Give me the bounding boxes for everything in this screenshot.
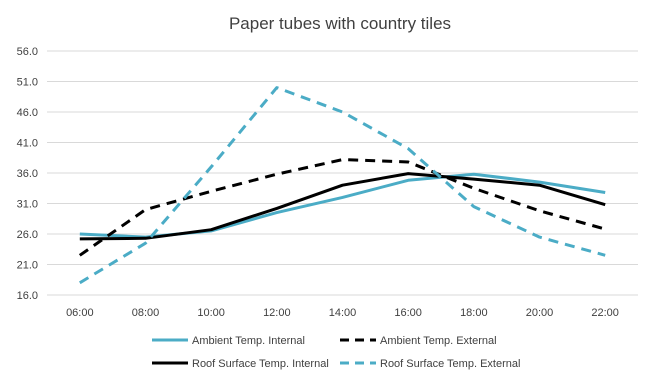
- x-tick-label: 10:00: [197, 307, 225, 319]
- legend-label: Ambient Temp. External: [380, 335, 497, 347]
- x-tick-label: 14:00: [329, 307, 357, 319]
- legend-label: Roof Surface Temp. External: [380, 358, 520, 370]
- x-tick-label: 08:00: [132, 307, 160, 319]
- x-tick-label: 12:00: [263, 307, 291, 319]
- legend-label: Roof Surface Temp. Internal: [192, 358, 329, 370]
- x-tick-label: 06:00: [66, 307, 94, 319]
- y-axis-ticks: 16.0 21.0 26.0 31.0 36.0 41.0 46.0 51.0 56.0: [17, 46, 38, 302]
- legend-item: Ambient Temp. External: [340, 335, 497, 347]
- y-tick-label: 36.0: [17, 168, 38, 180]
- chart-title: Paper tubes with country tiles: [229, 14, 451, 33]
- series-line-ambient-temp-external: [78, 158, 606, 257]
- series-lines: [78, 86, 606, 285]
- x-axis-ticks: 06:00 08:00 10:00 12:00 14:00 16:00 18:00 20:00…: [66, 307, 619, 319]
- x-tick-label: 22:00: [591, 307, 619, 319]
- y-tick-label: 41.0: [17, 138, 38, 150]
- gridlines: [47, 50, 638, 296]
- x-tick-label: 16:00: [394, 307, 422, 319]
- y-tick-label: 46.0: [17, 107, 38, 119]
- series-line-roof-surface-temp-external: [79, 86, 606, 285]
- legend-item: Roof Surface Temp. External: [340, 358, 520, 370]
- x-tick-label: 20:00: [526, 307, 554, 319]
- legend: Ambient Temp. Internal Ambient Temp. Exte…: [152, 335, 520, 370]
- legend-label: Ambient Temp. Internal: [192, 335, 305, 347]
- y-tick-label: 31.0: [17, 199, 38, 211]
- y-tick-label: 51.0: [17, 77, 38, 89]
- y-tick-label: 21.0: [17, 260, 38, 272]
- legend-item: Roof Surface Temp. Internal: [152, 358, 329, 370]
- y-tick-label: 56.0: [17, 46, 38, 58]
- x-tick-label: 18:00: [460, 307, 488, 319]
- legend-item: Ambient Temp. Internal: [152, 335, 305, 347]
- y-tick-label: 26.0: [17, 229, 38, 241]
- y-tick-label: 16.0: [17, 290, 38, 302]
- series-line-roof-surface-temp-internal: [79, 172, 606, 241]
